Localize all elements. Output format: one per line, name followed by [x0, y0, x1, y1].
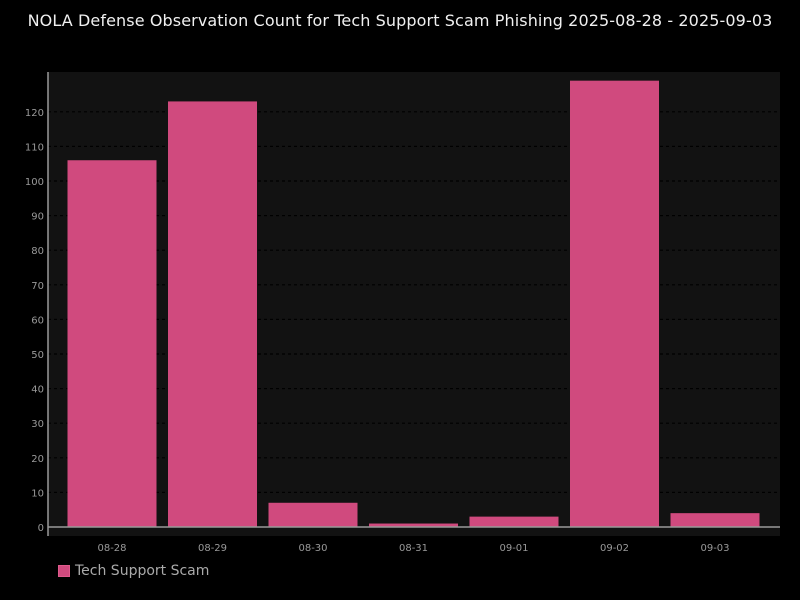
x-tick-label: 08-29	[198, 543, 227, 554]
y-tick-label: 10	[31, 488, 44, 499]
x-tick-label: 09-03	[700, 543, 729, 554]
y-tick-label: 30	[31, 419, 44, 430]
x-tick-labels: 08-28 08-29 08-30 08-31 09-01 09-02 09-03	[97, 543, 729, 554]
y-tick-label: 80	[31, 246, 44, 257]
bar	[168, 101, 257, 528]
axes	[47, 72, 780, 536]
x-tick-label: 08-31	[399, 543, 428, 554]
legend-swatch	[58, 565, 70, 577]
x-tick-label: 08-30	[298, 543, 327, 554]
bar	[268, 502, 358, 527]
legend-label: Tech Support Scam	[75, 563, 210, 579]
legend[interactable]: Tech Support Scam	[58, 563, 209, 579]
y-tick-label: 120	[25, 108, 44, 119]
bar	[670, 513, 760, 527]
y-tick-labels: 0 10 20 30 40 50 60 70 80 90 100 110 120	[25, 108, 44, 534]
x-tick-label: 09-01	[499, 543, 528, 554]
bar	[67, 160, 157, 528]
y-tick-label: 100	[25, 177, 44, 188]
bar	[570, 80, 659, 527]
plot-area	[48, 72, 780, 536]
chart-title: NOLA Defense Observation Count for Tech …	[27, 11, 773, 30]
y-tick-label: 110	[25, 142, 44, 153]
bar	[469, 516, 559, 527]
x-tick-label: 09-02	[600, 543, 629, 554]
y-tick-label: 50	[31, 350, 44, 361]
y-tick-label: 70	[31, 281, 44, 292]
x-tick-label: 08-28	[97, 543, 126, 554]
y-tick-label: 0	[38, 523, 44, 534]
y-tick-label: 90	[31, 212, 44, 223]
y-tick-label: 40	[31, 385, 44, 396]
y-tick-label: 60	[31, 315, 44, 326]
y-tick-label: 20	[31, 454, 44, 465]
bars	[67, 80, 760, 528]
bar	[369, 523, 458, 527]
